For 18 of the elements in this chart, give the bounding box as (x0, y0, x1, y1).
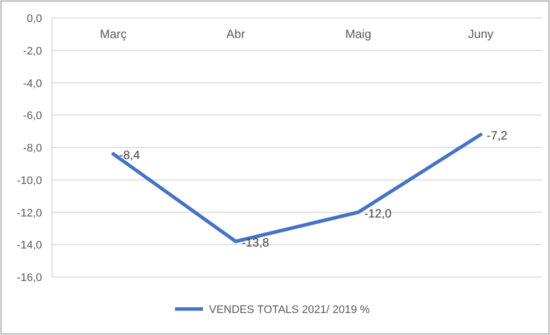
y-tick-label: -12,0 (16, 207, 42, 220)
legend-label: VENDES TOTALS 2021/ 2019 % (209, 304, 370, 316)
y-tick-label: 0,0 (26, 13, 42, 25)
y-tick-label: -8,0 (23, 142, 42, 154)
data-label: -12,0 (364, 206, 392, 220)
x-tick-label: Abr (226, 27, 246, 41)
data-label: -8,4 (119, 148, 140, 162)
data-label: -13,8 (242, 235, 270, 250)
y-tick-label: -4,0 (23, 78, 42, 90)
y-tick-label: -14,0 (16, 240, 42, 252)
data-label: -7,2 (486, 128, 508, 143)
x-tick-label: Juny (468, 27, 494, 41)
y-tick-label: -16,0 (16, 272, 42, 284)
y-tick-label: -6,0 (23, 110, 42, 122)
x-tick-label: Maig (345, 27, 372, 41)
x-tick-label: Març (100, 27, 127, 41)
y-tick-label: -10,0 (16, 174, 42, 187)
y-tick-label: -2,0 (23, 45, 42, 58)
